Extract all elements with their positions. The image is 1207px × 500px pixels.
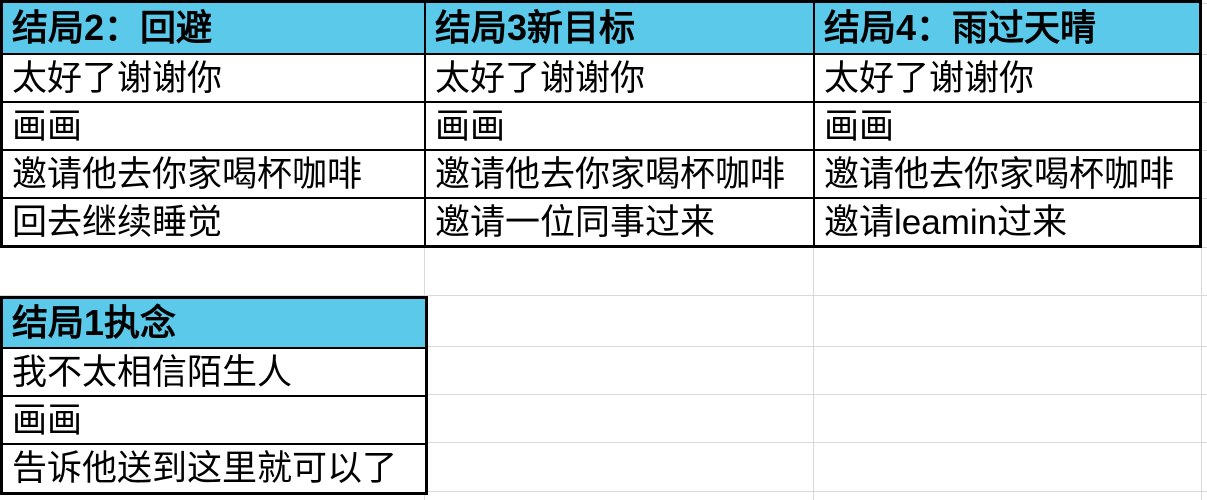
- ending-1-step-cell[interactable]: 我不太相信陌生人: [3, 349, 425, 395]
- ending-2-step-cell[interactable]: 太好了谢谢你: [3, 55, 424, 101]
- gridline-vertical: [1201, 0, 1202, 500]
- ending-3-step-cell[interactable]: 邀请他去你家喝杯咖啡: [426, 151, 813, 197]
- ending-2-step-cell[interactable]: 邀请他去你家喝杯咖啡: [3, 151, 424, 197]
- gridline-horizontal: [0, 295, 1207, 296]
- ending-1-step-cell[interactable]: 画画: [3, 397, 425, 443]
- ending-3-step-cell[interactable]: 画画: [426, 103, 813, 149]
- ending-3-header-cell[interactable]: 结局3新目标: [426, 3, 813, 53]
- gridline-horizontal: [0, 491, 1207, 492]
- ending-3-step-cell[interactable]: 邀请一位同事过来: [426, 199, 813, 245]
- ending-4-header-cell[interactable]: 结局4：雨过天晴: [815, 3, 1199, 53]
- ending-4-step-cell[interactable]: 画画: [815, 103, 1199, 149]
- gridline-horizontal: [0, 442, 1207, 443]
- ending-4-step-cell[interactable]: 邀请leamin过来: [815, 199, 1199, 245]
- gridline-vertical: [813, 0, 814, 500]
- gridline-horizontal: [0, 394, 1207, 395]
- ending-4-step-cell[interactable]: 太好了谢谢你: [815, 55, 1199, 101]
- endings-table-bottom: 结局1执念 我不太相信陌生人 画画 告诉他送到这里就可以了: [0, 296, 428, 495]
- ending-2-step-cell[interactable]: 画画: [3, 103, 424, 149]
- ending-4-step-cell[interactable]: 邀请他去你家喝杯咖啡: [815, 151, 1199, 197]
- gridline-vertical: [424, 0, 425, 500]
- ending-2-step-cell[interactable]: 回去继续睡觉: [3, 199, 424, 245]
- ending-1-step-cell[interactable]: 告诉他送到这里就可以了: [3, 445, 425, 492]
- endings-table-top: 结局2：回避 结局3新目标 结局4：雨过天晴 太好了谢谢你 太好了谢谢你 太好了…: [0, 0, 1202, 248]
- ending-2-header-cell[interactable]: 结局2：回避: [3, 3, 424, 53]
- gridline-horizontal: [0, 346, 1207, 347]
- ending-1-header-cell[interactable]: 结局1执念: [3, 299, 425, 347]
- ending-3-step-cell[interactable]: 太好了谢谢你: [426, 55, 813, 101]
